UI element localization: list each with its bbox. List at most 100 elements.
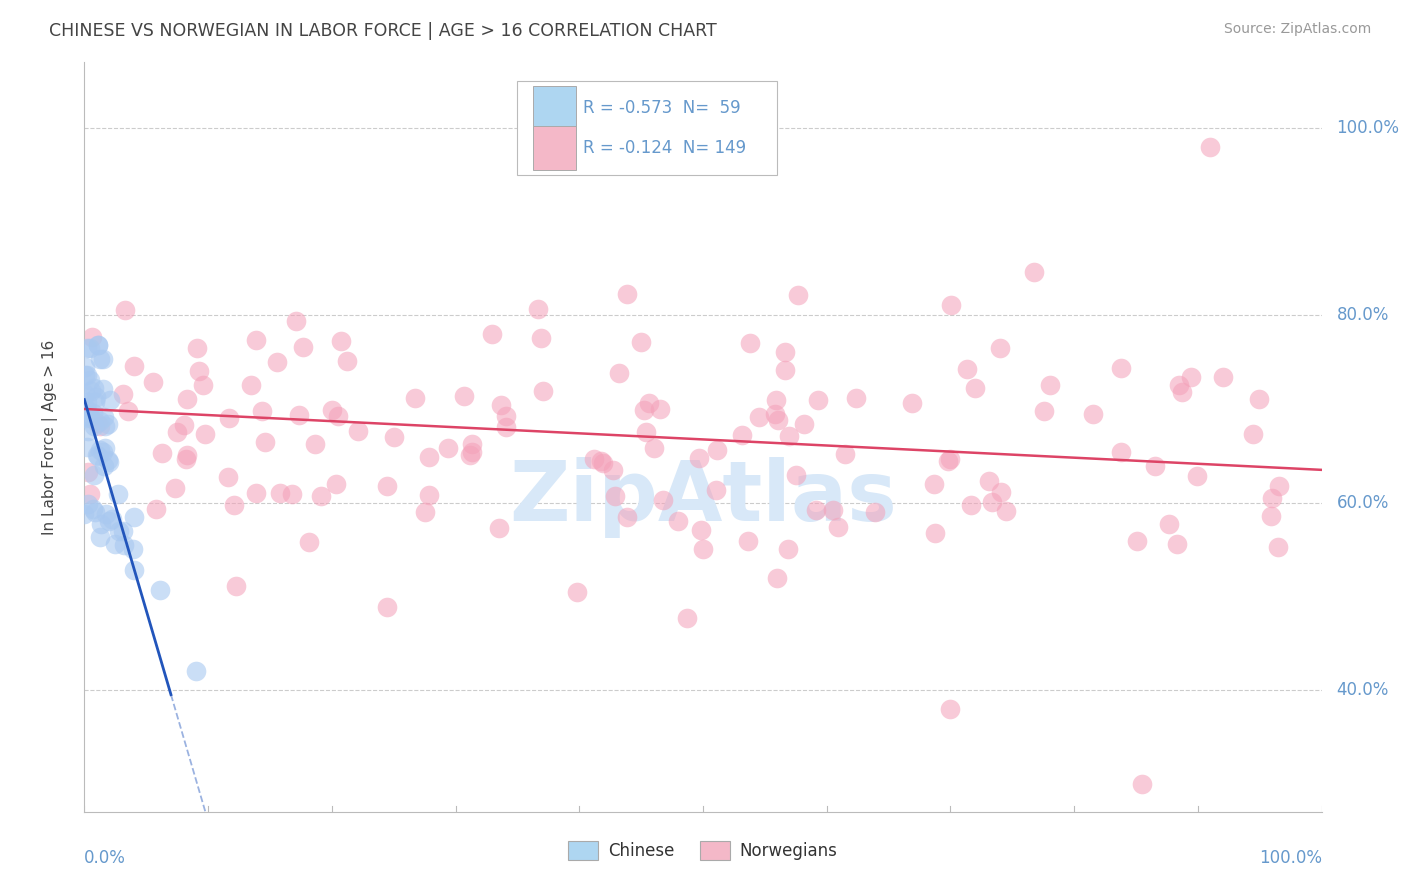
FancyBboxPatch shape bbox=[517, 81, 778, 175]
Point bbox=[321, 402, 343, 417]
Point bbox=[107, 486, 129, 500]
Point bbox=[112, 538, 135, 552]
Point bbox=[222, 498, 245, 512]
Point bbox=[1267, 479, 1289, 493]
Point bbox=[346, 424, 368, 438]
Point bbox=[740, 335, 762, 350]
Point bbox=[98, 514, 121, 528]
Point bbox=[582, 451, 605, 466]
Point bbox=[567, 585, 589, 599]
Text: Source: ZipAtlas.com: Source: ZipAtlas.com bbox=[1223, 22, 1371, 37]
Point bbox=[616, 509, 638, 524]
Point bbox=[218, 411, 240, 425]
Point bbox=[1260, 491, 1282, 505]
Point bbox=[630, 334, 652, 349]
Point bbox=[111, 387, 134, 401]
Point bbox=[1130, 776, 1153, 791]
Point bbox=[87, 337, 110, 351]
Point bbox=[1212, 369, 1234, 384]
Point bbox=[89, 442, 111, 457]
Point bbox=[86, 448, 108, 462]
Point bbox=[1168, 378, 1191, 392]
Point bbox=[90, 516, 112, 531]
Point bbox=[83, 394, 105, 409]
Text: 0.0%: 0.0% bbox=[84, 849, 127, 867]
Point bbox=[245, 333, 267, 347]
Point bbox=[1249, 392, 1271, 406]
Point bbox=[609, 366, 631, 380]
Point bbox=[495, 419, 517, 434]
Point bbox=[1126, 533, 1149, 548]
Point bbox=[80, 384, 103, 398]
Point bbox=[481, 327, 503, 342]
FancyBboxPatch shape bbox=[533, 87, 575, 130]
Point bbox=[80, 330, 103, 344]
Point bbox=[101, 511, 124, 525]
Point bbox=[690, 523, 713, 537]
Point bbox=[77, 424, 100, 438]
Point bbox=[245, 486, 267, 500]
Point bbox=[73, 368, 96, 383]
Point bbox=[404, 392, 426, 406]
Point bbox=[437, 441, 460, 455]
Point bbox=[117, 404, 139, 418]
Point bbox=[76, 498, 98, 512]
Point bbox=[1109, 361, 1132, 376]
Point bbox=[491, 398, 513, 412]
Point bbox=[84, 390, 107, 404]
Point bbox=[1144, 458, 1167, 473]
Point bbox=[79, 409, 101, 423]
Point bbox=[793, 417, 815, 431]
Text: CHINESE VS NORWEGIAN IN LABOR FORCE | AGE > 16 CORRELATION CHART: CHINESE VS NORWEGIAN IN LABOR FORCE | AG… bbox=[49, 22, 717, 40]
Point bbox=[1241, 427, 1264, 442]
Point bbox=[488, 521, 510, 535]
Point bbox=[637, 396, 659, 410]
Point bbox=[666, 514, 689, 528]
Point bbox=[636, 425, 658, 440]
Point bbox=[963, 381, 986, 395]
Point bbox=[309, 489, 332, 503]
Point bbox=[375, 600, 398, 615]
Point bbox=[122, 510, 145, 524]
Point bbox=[1081, 407, 1104, 421]
Point bbox=[845, 391, 868, 405]
Text: R = -0.573  N=  59: R = -0.573 N= 59 bbox=[583, 99, 741, 117]
Point bbox=[298, 535, 321, 549]
Point bbox=[193, 378, 215, 392]
Point bbox=[114, 303, 136, 318]
Point bbox=[834, 447, 856, 461]
Point bbox=[706, 443, 728, 458]
Point bbox=[91, 352, 114, 367]
Point bbox=[166, 425, 188, 439]
Point bbox=[704, 483, 727, 498]
Point bbox=[82, 406, 104, 420]
Point bbox=[86, 416, 108, 430]
Point bbox=[821, 502, 844, 516]
Point bbox=[633, 402, 655, 417]
Point bbox=[76, 441, 98, 455]
Point bbox=[461, 437, 484, 451]
Point bbox=[304, 436, 326, 450]
Point bbox=[89, 419, 111, 434]
Point bbox=[76, 403, 98, 417]
Point bbox=[936, 454, 959, 468]
Text: 40.0%: 40.0% bbox=[1337, 681, 1389, 699]
Point bbox=[149, 582, 172, 597]
Point bbox=[91, 445, 114, 459]
Point bbox=[97, 453, 120, 467]
Point bbox=[325, 477, 347, 491]
Point bbox=[924, 526, 946, 541]
Point bbox=[269, 485, 291, 500]
Point bbox=[188, 364, 211, 378]
Point bbox=[82, 502, 104, 516]
Point bbox=[1170, 384, 1192, 399]
Point bbox=[616, 287, 638, 301]
Point bbox=[326, 409, 349, 423]
Point bbox=[382, 430, 405, 444]
Point bbox=[163, 481, 186, 495]
Point bbox=[766, 571, 789, 585]
Point bbox=[643, 441, 665, 455]
Point bbox=[94, 419, 117, 434]
Point bbox=[652, 492, 675, 507]
Point bbox=[900, 396, 922, 410]
